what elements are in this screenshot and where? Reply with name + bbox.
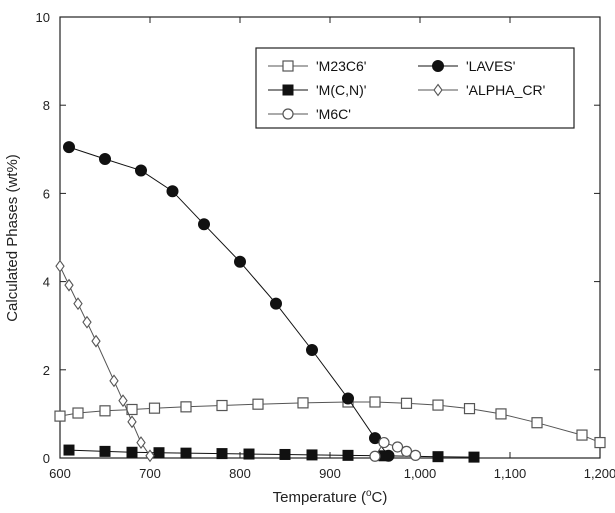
data-point-alpha-cr (55, 259, 65, 273)
data-point-m6c (400, 445, 413, 457)
series-line-alpha-cr (59, 265, 151, 457)
data-point-m-c-n (342, 449, 354, 461)
data-point-laves (99, 153, 111, 166)
legend-label: 'M23C6' (316, 58, 366, 74)
data-point-m23c6 (531, 417, 543, 429)
data-point-m23c6 (180, 401, 192, 413)
legend-entry-m6c: 'M6C' (268, 106, 351, 122)
x-tick-label: 800 (229, 466, 251, 481)
legend-marker (432, 60, 444, 72)
data-point-laves (166, 185, 179, 198)
legend-label: 'M6C' (316, 106, 351, 122)
series-line-laves (68, 146, 389, 457)
data-point-alpha-cr (127, 415, 137, 429)
series-m23c6 (54, 396, 606, 449)
x-axis-title-main: Temperature ( (273, 489, 366, 506)
legend: 'M23C6' 'LAVES' 'M(C,N)' 'ALPHA_CR' 'M6C' (255, 47, 575, 129)
series-layer (54, 141, 606, 463)
y-tick-label: 10 (36, 10, 50, 25)
data-point-alpha-cr (91, 334, 101, 348)
legend-entry-laves: 'LAVES' (418, 58, 515, 74)
x-tick-label: 900 (319, 466, 341, 481)
y-tick-label: 6 (43, 186, 50, 201)
data-point-m23c6 (576, 429, 588, 441)
x-axis-title: Temperature (oC) (273, 488, 388, 506)
data-point-m23c6 (72, 407, 84, 419)
data-point-alpha-cr (118, 394, 128, 408)
data-point-m23c6 (54, 410, 66, 422)
data-point-m-c-n (63, 444, 75, 456)
legend-entry-m-c-n: 'M(C,N)' (268, 82, 366, 98)
data-point-m23c6 (252, 398, 264, 410)
data-point-m-c-n (279, 448, 291, 460)
data-point-laves (234, 255, 246, 268)
data-point-m23c6 (99, 405, 111, 417)
data-point-m-c-n (468, 451, 480, 463)
data-point-m23c6 (400, 397, 413, 409)
data-point-m23c6 (369, 396, 381, 408)
legend-label: 'ALPHA_CR' (466, 82, 545, 98)
data-point-m6c (391, 441, 404, 453)
legend-marker (282, 108, 294, 120)
legend-entry-m23c6: 'M23C6' (268, 58, 366, 74)
y-tick-label: 0 (43, 451, 50, 466)
data-point-m6c (409, 449, 422, 461)
data-point-m-c-n (180, 447, 192, 459)
legend-label: 'LAVES' (466, 58, 515, 74)
data-point-m23c6 (148, 402, 161, 414)
data-point-m23c6 (297, 397, 309, 409)
data-point-m-c-n (306, 449, 318, 461)
legend-marker (282, 84, 294, 96)
y-axis-title: Calculated Phases (wt%) (4, 154, 21, 322)
data-point-alpha-cr (73, 297, 83, 311)
data-point-laves (198, 218, 210, 231)
data-point-m23c6 (495, 408, 507, 420)
x-tick-label: 600 (49, 466, 71, 481)
data-point-m23c6 (216, 399, 228, 412)
data-point-m-c-n (432, 451, 444, 463)
data-point-alpha-cr (136, 436, 146, 450)
y-tick-label: 4 (43, 275, 50, 290)
legend-label: 'M(C,N)' (316, 82, 366, 98)
axis-ticks: 600 700 800 900 1,000 1,100 1,200 0 2 4 6 8 10 (36, 10, 615, 481)
series-alpha-cr (55, 259, 155, 463)
legend-marker (433, 83, 443, 97)
data-point-m6c (378, 436, 390, 449)
x-axis-title-degree: o (366, 488, 372, 499)
series-m6c (369, 436, 422, 462)
y-tick-label: 2 (43, 363, 50, 378)
data-point-laves (342, 392, 354, 405)
x-tick-label: 1,100 (494, 466, 527, 481)
data-point-m6c (369, 450, 381, 462)
data-point-m-c-n (126, 446, 138, 458)
y-tick-label: 8 (43, 98, 50, 113)
data-point-alpha-cr (64, 278, 74, 292)
data-point-m-c-n (153, 447, 165, 459)
series-m-c-n (63, 444, 480, 463)
legend-entries: 'M23C6' 'LAVES' 'M(C,N)' 'ALPHA_CR' 'M6C' (268, 58, 545, 122)
data-point-laves (270, 297, 282, 310)
legend-entry-alpha-cr: 'ALPHA_CR' (418, 82, 545, 98)
data-point-alpha-cr (145, 449, 155, 463)
data-point-laves (369, 432, 381, 445)
data-point-m23c6 (463, 403, 476, 415)
data-point-m23c6 (432, 399, 444, 411)
x-tick-label: 700 (139, 466, 161, 481)
data-point-m-c-n (216, 448, 228, 460)
data-point-alpha-cr (109, 374, 119, 388)
legend-box (255, 47, 575, 129)
series-laves (63, 141, 395, 462)
data-point-alpha-cr (82, 315, 92, 329)
data-point-laves (306, 343, 318, 356)
data-point-laves (63, 141, 75, 154)
x-tick-label: 1,200 (584, 466, 615, 481)
x-tick-label: 1,000 (404, 466, 437, 481)
data-point-laves (135, 164, 147, 177)
data-point-m-c-n (243, 448, 255, 460)
data-point-m-c-n (99, 445, 111, 457)
x-axis-title-unit: C) (372, 489, 388, 506)
legend-marker (282, 60, 294, 72)
data-point-m23c6 (594, 436, 606, 449)
